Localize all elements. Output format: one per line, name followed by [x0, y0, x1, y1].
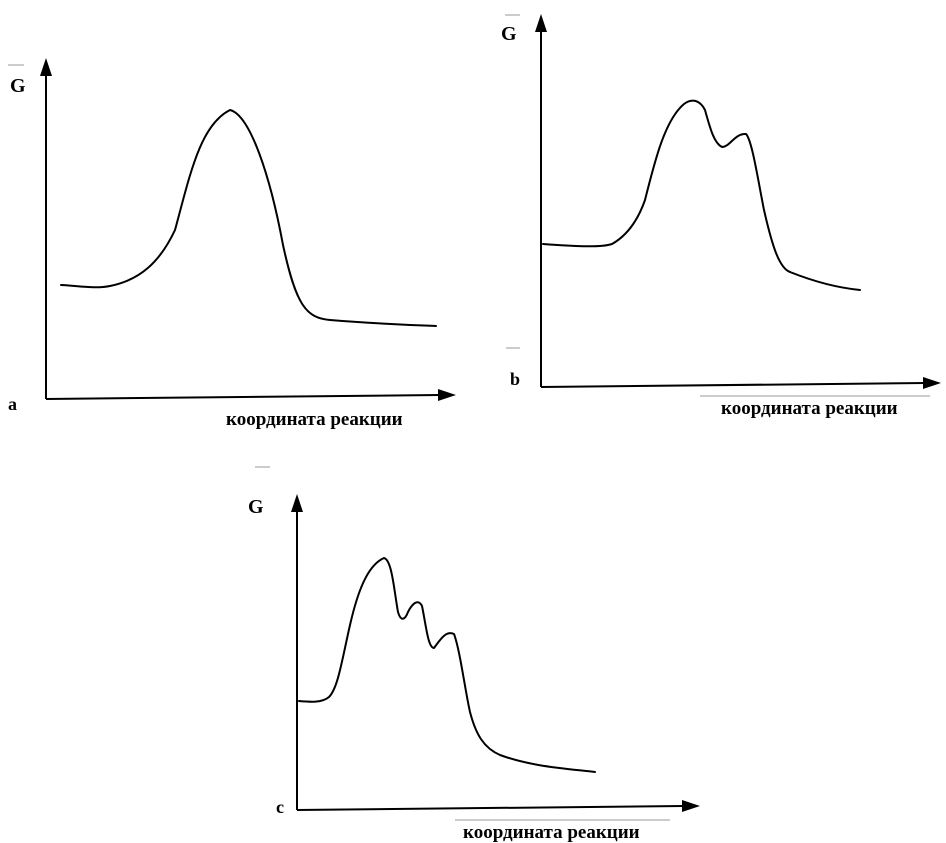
y-axis-arrow: [291, 494, 303, 512]
y-axis-arrow: [40, 58, 52, 76]
y-axis-label: G: [248, 496, 264, 518]
x-axis: [540, 382, 926, 388]
energy-curve: [60, 109, 437, 327]
panel-label: b: [510, 369, 520, 389]
y-axis-label: G: [501, 23, 517, 45]
x-axis: [296, 805, 685, 811]
panel-a: G a координата реакции: [8, 58, 456, 430]
x-axis-label: координата реакции: [226, 409, 403, 430]
x-axis-label: координата реакции: [463, 822, 640, 843]
panel-label: a: [8, 394, 17, 414]
panel-b: G b координата реакции: [501, 14, 941, 419]
y-axis-label: G: [10, 75, 26, 97]
x-axis-label: координата реакции: [721, 398, 898, 419]
x-axis-arrow: [438, 389, 456, 401]
panel-label: c: [276, 797, 284, 817]
x-axis-arrow: [923, 377, 941, 389]
x-axis: [45, 394, 441, 400]
x-axis-arrow: [682, 800, 700, 812]
panel-c: G c координата реакции: [248, 466, 700, 843]
energy-curve: [542, 99, 861, 291]
y-axis-arrow: [535, 14, 547, 32]
energy-curve: [298, 557, 596, 773]
